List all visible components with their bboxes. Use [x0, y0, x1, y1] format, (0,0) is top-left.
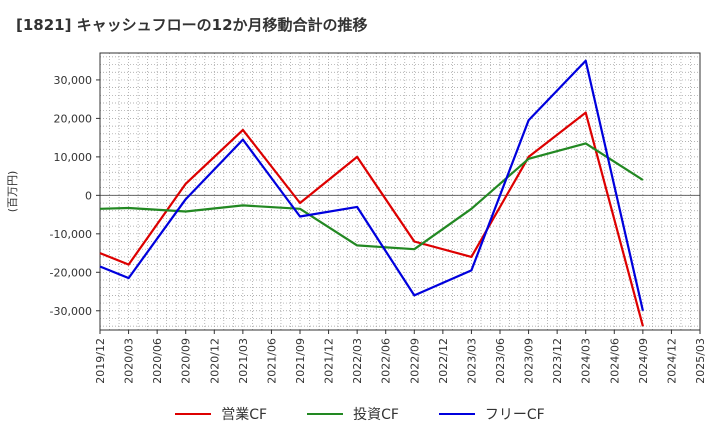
legend-swatch-investing	[307, 413, 344, 415]
legend-label-operating: 営業CF	[221, 407, 268, 423]
x-tick-label: 2021/09	[294, 338, 307, 384]
x-tick-label: 2020/03	[123, 338, 136, 384]
x-tick-label: 2020/12	[208, 338, 221, 384]
x-tick-label: 2023/12	[551, 338, 564, 384]
chart-title: [1821] キャッシュフローの12か月移動合計の推移	[16, 16, 368, 34]
x-tick-label: 2019/12	[94, 338, 107, 384]
legend-item-operating: 営業CF	[175, 404, 267, 424]
y-tick-label: 10,000	[54, 151, 93, 164]
y-tick-label: 0	[85, 189, 92, 202]
x-tick-label: 2022/12	[437, 338, 450, 384]
x-tick-label: 2024/03	[580, 338, 593, 384]
y-axis-label: (百万円)	[6, 171, 19, 213]
x-tick-label: 2023/06	[494, 338, 507, 384]
x-tick-label: 2024/09	[637, 338, 650, 384]
legend-swatch-operating	[175, 413, 212, 415]
legend-label-free: フリーCF	[484, 407, 545, 423]
x-tick-label: 2025/03	[694, 338, 707, 384]
legend-item-investing: 投資CF	[307, 404, 399, 424]
y-tick-label: -30,000	[50, 305, 92, 318]
x-tick-label: 2021/12	[323, 338, 336, 384]
series-line-1	[99, 142, 644, 251]
legend-swatch-free	[438, 413, 475, 415]
chart-legend: 営業CF 投資CF フリーCF	[0, 404, 720, 424]
plot-frame	[99, 52, 701, 331]
y-tick-label: -10,000	[50, 228, 92, 241]
y-tick-label: -20,000	[50, 266, 92, 279]
x-tick-label: 2024/12	[665, 338, 678, 384]
series-line-2	[99, 59, 644, 312]
x-tick-label: 2024/06	[608, 338, 621, 384]
y-tick-label: 30,000	[54, 74, 93, 87]
y-tick-label: 20,000	[54, 112, 93, 125]
legend-label-investing: 投資CF	[353, 407, 399, 423]
plot-area	[100, 53, 700, 330]
x-tick-label: 2021/03	[237, 338, 250, 384]
legend-item-free: フリーCF	[438, 404, 545, 424]
x-tick-label: 2022/06	[380, 338, 393, 384]
x-tick-label: 2022/09	[408, 338, 421, 384]
x-tick-label: 2020/06	[151, 338, 164, 384]
x-tick-label: 2023/09	[523, 338, 536, 384]
x-tick-label: 2020/09	[180, 338, 193, 384]
x-tick-label: 2022/03	[351, 338, 364, 384]
x-tick-label: 2023/03	[465, 338, 478, 384]
x-tick-label: 2021/06	[265, 338, 278, 384]
